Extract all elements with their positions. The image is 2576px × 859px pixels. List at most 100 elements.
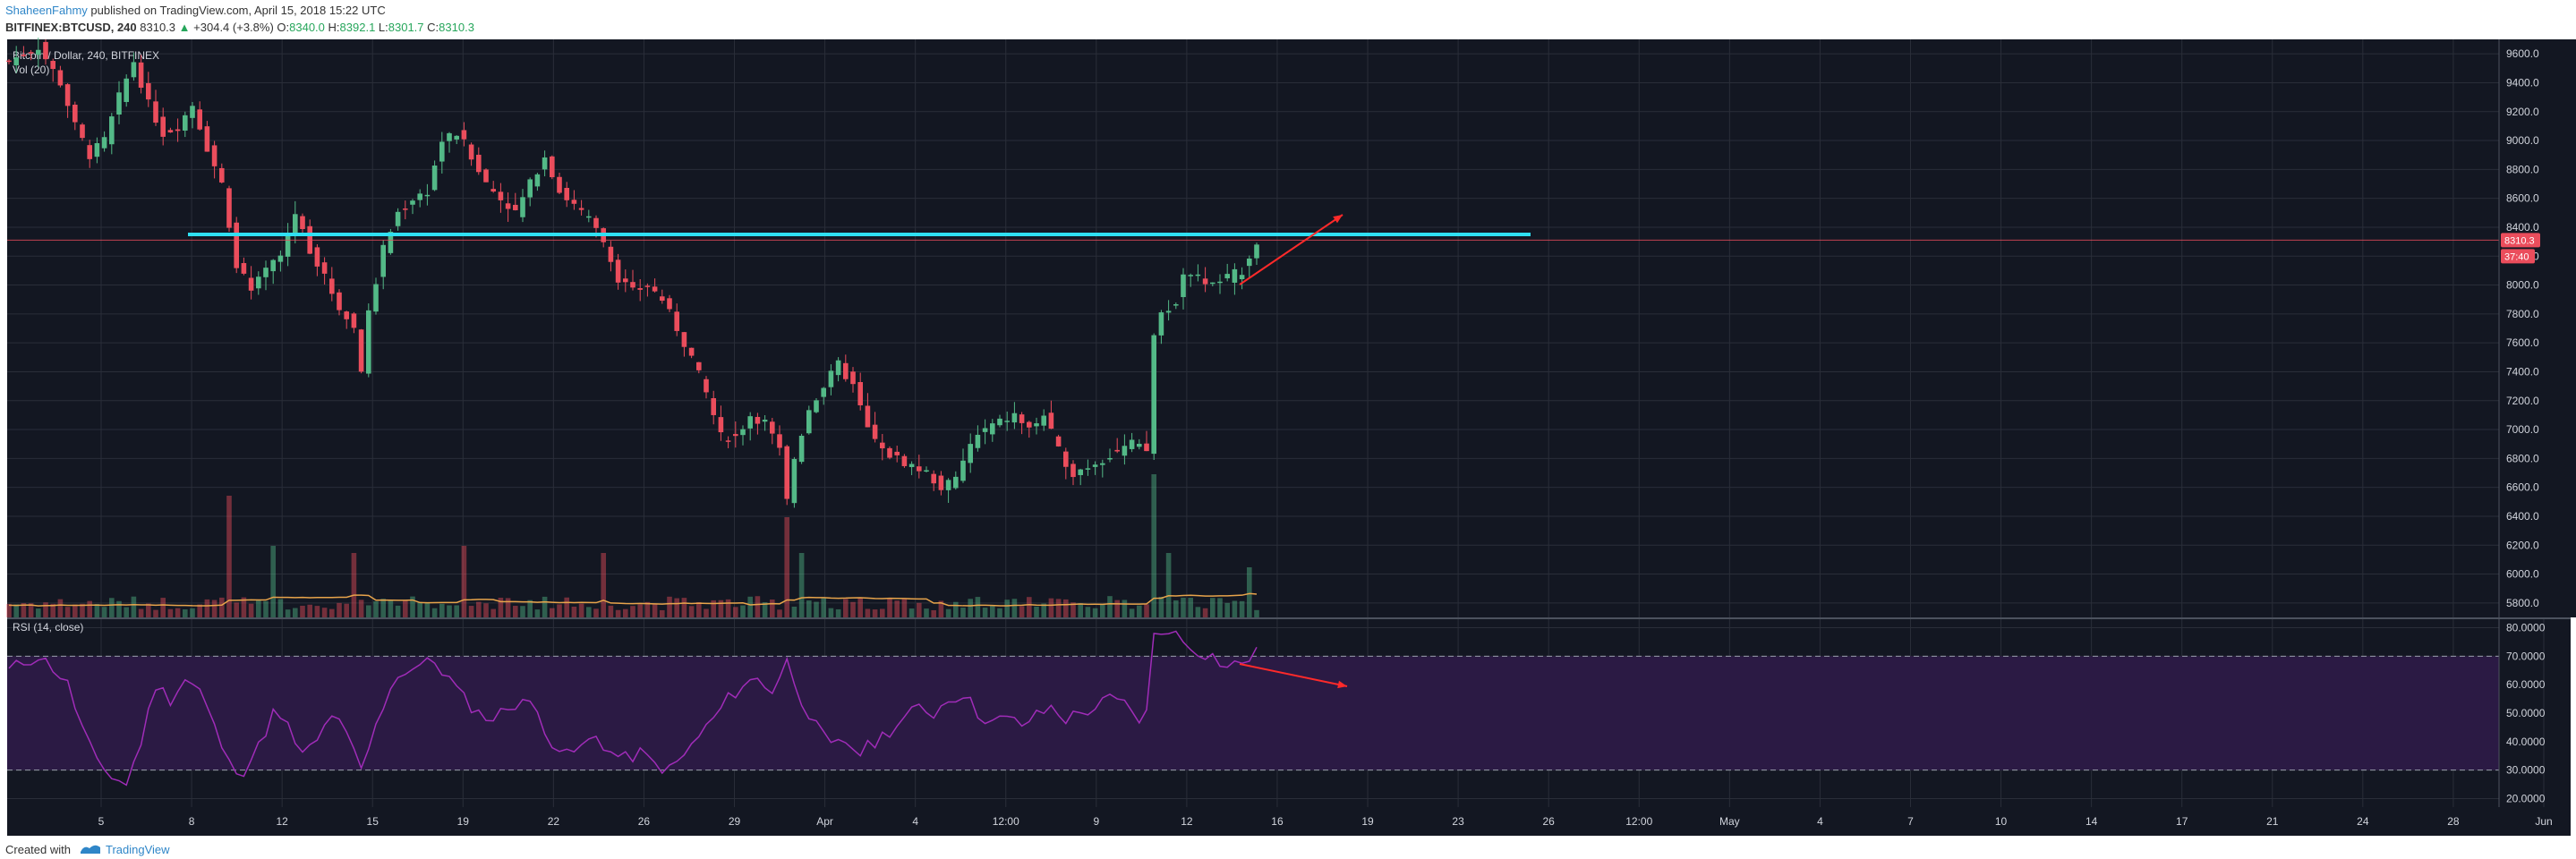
candle-body xyxy=(747,416,753,429)
candle-body xyxy=(880,442,885,449)
volume-bar xyxy=(835,608,841,617)
volume-bar xyxy=(131,596,137,617)
candle-body xyxy=(784,446,789,499)
volume-bar xyxy=(630,606,635,617)
price-change: +304.4 (+3.8%) xyxy=(193,21,274,34)
candle-body xyxy=(36,49,41,55)
volume-bar xyxy=(300,605,305,617)
time-tick-label: 7 xyxy=(1907,815,1914,828)
volume-bar xyxy=(395,605,401,617)
candle-body xyxy=(454,135,459,140)
rsi-pane[interactable]: RSI (14, close) xyxy=(7,621,2499,787)
volume-bar xyxy=(945,608,951,617)
candle-body xyxy=(498,191,504,200)
price-tick-label: 9200.0 xyxy=(2506,106,2539,118)
rsi-tick-label: 30.0000 xyxy=(2506,764,2546,777)
time-axis[interactable]: 5 8 12 15 19 22 26 29 Apr 4 12:00 9 12 16 19 23 26 12:00 M… xyxy=(98,815,2553,828)
price-tick-label: 7400.0 xyxy=(2506,365,2539,378)
candle-body xyxy=(256,276,261,289)
volume-bar xyxy=(468,606,474,617)
tradingview-logo-icon[interactable] xyxy=(79,841,102,855)
candle-body xyxy=(637,288,643,290)
candle-body xyxy=(1114,449,1120,452)
candle-body xyxy=(403,208,408,210)
volume-bar xyxy=(990,605,995,617)
volume-bar xyxy=(490,608,496,617)
candle-body xyxy=(550,156,555,178)
candle-body xyxy=(681,332,687,347)
volume-bar xyxy=(241,597,247,617)
candle-body xyxy=(1107,457,1113,460)
volume-bar xyxy=(1217,598,1223,617)
volume-bar xyxy=(1122,600,1128,617)
candle-body xyxy=(586,216,592,218)
candle-body xyxy=(417,193,422,200)
candle-body xyxy=(447,132,452,141)
price-tick-label: 9600.0 xyxy=(2506,47,2539,60)
volume-bar xyxy=(1202,608,1208,617)
volume-bar xyxy=(1070,602,1076,617)
volume-bar xyxy=(872,609,878,617)
candle-body xyxy=(674,311,679,331)
volume-bar xyxy=(285,609,291,617)
volume-bar xyxy=(234,602,239,617)
volume-bar xyxy=(1107,596,1113,617)
author-link[interactable]: ShaheenFahmy xyxy=(5,4,88,17)
candle-body xyxy=(43,41,48,60)
candle-body xyxy=(644,285,651,287)
volume-bar xyxy=(1232,600,1238,617)
candle-body xyxy=(366,310,371,374)
volume-bar xyxy=(447,605,452,617)
volume-bar xyxy=(1247,567,1252,617)
candle-body xyxy=(57,70,64,86)
tradingview-brand-link[interactable]: TradingView xyxy=(106,843,170,856)
candle-body xyxy=(1188,275,1193,276)
volume-bar xyxy=(608,605,614,617)
time-tick-label: 12:00 xyxy=(1625,815,1652,828)
time-tick-label: 9 xyxy=(1093,815,1099,828)
volume-bar xyxy=(1011,599,1018,617)
price-tick-label: 7200.0 xyxy=(2506,395,2539,407)
price-tick-label: 6200.0 xyxy=(2506,539,2539,551)
time-tick-label: 12 xyxy=(1181,815,1193,828)
candle-body xyxy=(1217,281,1223,284)
price-tick-label: 8800.0 xyxy=(2506,163,2539,175)
price-tick-label: 7600.0 xyxy=(2506,336,2539,349)
time-tick-label: 24 xyxy=(2357,815,2369,828)
volume-bar xyxy=(57,599,64,617)
price-axis[interactable]: 5800.0 6000.0 6200.0 6400.0 6600.0 6800.0 7000… xyxy=(2498,39,2576,807)
price-tick-label: 9000.0 xyxy=(2506,134,2539,147)
volume-bar xyxy=(667,596,672,617)
volume-bar xyxy=(938,600,944,617)
trend-arrow-line[interactable] xyxy=(1239,214,1343,285)
rsi-tick-label: 60.0000 xyxy=(2506,678,2546,691)
candle-body xyxy=(593,217,599,228)
volume-bar xyxy=(204,599,210,617)
volume-bar xyxy=(337,602,342,617)
volume-bar xyxy=(1144,604,1149,617)
rsi-tick-label: 20.0000 xyxy=(2506,792,2546,804)
candle-body xyxy=(277,255,284,262)
candle-body xyxy=(1151,335,1156,455)
volume-bar xyxy=(1100,603,1105,617)
volume-bar xyxy=(784,517,789,617)
volume-bar xyxy=(571,606,577,617)
volume-bar xyxy=(733,607,738,617)
volume-bar xyxy=(1034,606,1039,617)
candle-body xyxy=(806,410,812,434)
volume-bar xyxy=(256,600,261,617)
candle-body xyxy=(968,444,973,464)
volume-bar xyxy=(770,599,775,617)
candle-body xyxy=(1092,464,1098,467)
volume-bar xyxy=(857,598,863,617)
last-price-tag xyxy=(2501,233,2540,248)
time-tick-label: 28 xyxy=(2447,815,2460,828)
rsi-axis[interactable]: 20.0000 30.0000 40.0000 50.0000 60.0000 70.00… xyxy=(2506,622,2546,805)
rsi-divergence-line[interactable] xyxy=(1239,663,1348,687)
volume-bar xyxy=(431,608,438,617)
volume-bar xyxy=(681,598,687,617)
volume-bar xyxy=(329,608,335,617)
price-pane[interactable]: Bitcoin / Dollar, 240, BITFINEX Vol (20) xyxy=(6,38,2499,617)
candle-body xyxy=(542,157,548,170)
